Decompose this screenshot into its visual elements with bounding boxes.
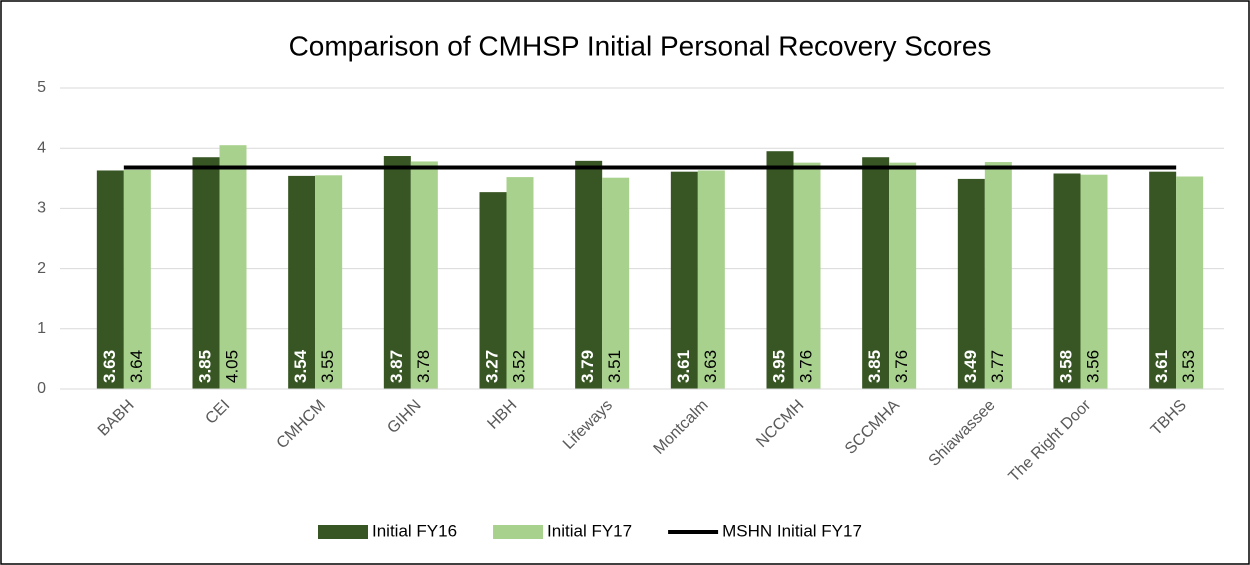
bar bbox=[192, 157, 220, 389]
y-tick-label: 2 bbox=[37, 260, 46, 277]
legend-label: Initial FY17 bbox=[547, 521, 632, 540]
data-label: 3.85 bbox=[865, 350, 884, 383]
bar bbox=[862, 157, 890, 389]
bar bbox=[383, 156, 411, 389]
data-label: 3.76 bbox=[892, 350, 911, 383]
data-label: 3.63 bbox=[100, 350, 119, 383]
data-label: 3.95 bbox=[769, 350, 788, 383]
bar bbox=[1149, 171, 1177, 389]
data-label: 3.51 bbox=[605, 350, 624, 383]
data-label: 3.77 bbox=[988, 350, 1007, 383]
data-label: 3.27 bbox=[482, 350, 501, 383]
bar bbox=[96, 170, 124, 389]
legend-swatch bbox=[493, 525, 544, 539]
data-label: 3.76 bbox=[796, 350, 815, 383]
bar bbox=[123, 169, 151, 389]
legend-label: Initial FY16 bbox=[372, 521, 457, 540]
data-label: 3.78 bbox=[414, 350, 433, 383]
data-label: 3.85 bbox=[195, 350, 214, 383]
y-tick-label: 0 bbox=[37, 380, 46, 397]
bar bbox=[1053, 173, 1081, 389]
bar bbox=[889, 162, 917, 389]
bar bbox=[288, 175, 316, 389]
data-label: 3.58 bbox=[1056, 350, 1075, 383]
data-label: 3.53 bbox=[1179, 350, 1198, 383]
y-tick-label: 5 bbox=[37, 79, 46, 96]
bar bbox=[506, 177, 534, 389]
bar bbox=[602, 177, 630, 389]
bar bbox=[697, 170, 725, 389]
data-label: 3.79 bbox=[578, 350, 597, 383]
data-label: 3.56 bbox=[1083, 350, 1102, 383]
data-label: 3.49 bbox=[961, 350, 980, 383]
legend-swatch bbox=[318, 525, 368, 539]
data-label: 3.55 bbox=[318, 350, 337, 383]
data-label: 3.63 bbox=[701, 350, 720, 383]
bar bbox=[793, 162, 821, 389]
data-label: 3.61 bbox=[1152, 350, 1171, 383]
data-label: 3.52 bbox=[509, 350, 528, 383]
legend-label: MSHN Initial FY17 bbox=[722, 521, 862, 540]
bar bbox=[984, 162, 1012, 389]
bar bbox=[315, 175, 343, 389]
y-tick-label: 3 bbox=[37, 200, 46, 217]
data-label: 3.87 bbox=[387, 350, 406, 383]
chart-title: Comparison of CMHSP Initial Personal Rec… bbox=[289, 30, 992, 61]
bar bbox=[575, 160, 603, 389]
bar bbox=[766, 151, 794, 389]
y-tick-label: 4 bbox=[37, 139, 46, 156]
bar bbox=[479, 192, 507, 389]
data-label: 3.64 bbox=[127, 350, 146, 383]
data-label: 3.61 bbox=[674, 350, 693, 383]
bar bbox=[670, 171, 698, 389]
data-label: 3.54 bbox=[291, 349, 310, 383]
bar bbox=[1080, 174, 1108, 389]
y-tick-label: 1 bbox=[37, 320, 46, 337]
bar bbox=[957, 178, 985, 389]
bar bbox=[1176, 176, 1204, 389]
bar bbox=[410, 161, 438, 389]
data-label: 4.05 bbox=[222, 350, 241, 383]
bar bbox=[219, 145, 247, 389]
